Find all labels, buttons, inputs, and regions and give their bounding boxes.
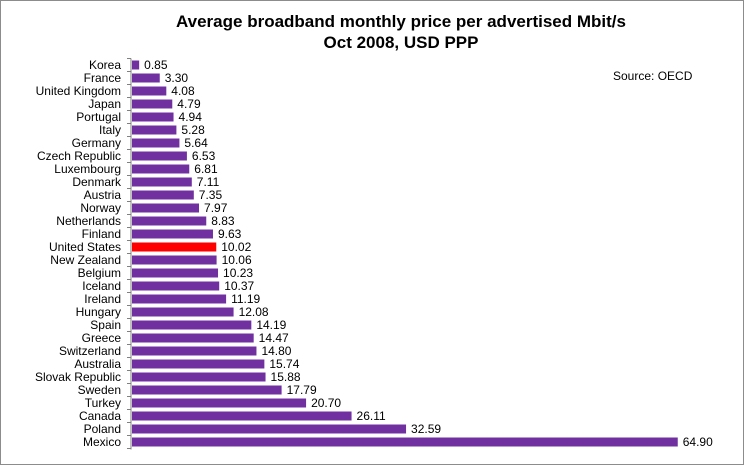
category-label: Spain: [90, 318, 121, 332]
category-label: Canada: [79, 409, 121, 423]
category-label: Japan: [88, 97, 121, 111]
value-label: 26.11: [357, 409, 386, 423]
category-label: Austria: [84, 188, 122, 202]
category-label: New Zealand: [50, 253, 121, 267]
value-label: 10.06: [222, 253, 252, 267]
category-label: Greece: [82, 331, 122, 345]
value-label: 4.79: [177, 97, 201, 111]
value-label: 20.70: [311, 396, 341, 410]
value-label: 4.94: [179, 110, 203, 124]
category-label: Norway: [80, 201, 121, 215]
category-label: Netherlands: [56, 214, 121, 228]
value-label: 11.19: [231, 292, 260, 306]
value-label: 14.47: [259, 331, 289, 345]
bar: [132, 281, 220, 291]
value-label: 6.53: [192, 149, 216, 163]
bar: [132, 203, 200, 213]
category-label: Hungary: [76, 305, 121, 319]
value-label: 3.30: [165, 71, 189, 85]
value-label: 6.81: [194, 162, 218, 176]
bar: [132, 320, 252, 330]
category-label: Iceland: [82, 279, 121, 293]
bar: [132, 73, 160, 83]
value-label: 64.90: [683, 435, 713, 449]
category-label: Denmark: [72, 175, 122, 189]
category-label: Czech Republic: [37, 149, 121, 163]
bar-highlight: [132, 242, 217, 252]
value-label: 7.11: [197, 175, 220, 189]
value-label: 10.02: [221, 240, 251, 254]
category-label: Portugal: [76, 110, 121, 124]
bar: [132, 60, 140, 70]
category-label: United Kingdom: [36, 84, 121, 98]
bar: [132, 346, 257, 356]
value-label: 0.85: [144, 58, 168, 72]
value-label: 9.63: [218, 227, 242, 241]
bar: [132, 151, 187, 161]
category-label: Poland: [84, 422, 121, 436]
category-label: Slovak Republic: [35, 370, 121, 384]
bar: [132, 437, 678, 447]
value-label: 8.83: [211, 214, 235, 228]
bar: [132, 411, 352, 421]
bar: [132, 385, 282, 395]
bar: [132, 398, 307, 408]
bar: [132, 190, 194, 200]
category-label: United States: [49, 240, 121, 254]
value-label: 10.23: [223, 266, 253, 280]
value-label: 7.35: [199, 188, 223, 202]
value-label: 10.37: [224, 279, 254, 293]
value-label: 15.74: [269, 357, 299, 371]
category-label: Ireland: [84, 292, 121, 306]
bar: [132, 229, 213, 239]
bar: [132, 138, 180, 148]
bar: [132, 333, 254, 343]
value-label: 4.08: [171, 84, 195, 98]
category-label: Australia: [74, 357, 121, 371]
bar: [132, 125, 177, 135]
category-label: Switzerland: [59, 344, 121, 358]
bar: [132, 255, 217, 265]
source-note: Source: OECD: [613, 69, 693, 83]
category-label: Finland: [82, 227, 121, 241]
category-label: Mexico: [83, 435, 121, 449]
bar: [132, 268, 219, 278]
category-label: Turkey: [85, 396, 121, 410]
value-label: 5.64: [184, 136, 208, 150]
bar: [132, 294, 227, 304]
category-label: France: [84, 71, 122, 85]
value-label: 12.08: [239, 305, 269, 319]
category-label: Sweden: [78, 383, 121, 397]
bar: [132, 86, 167, 96]
bar: [132, 359, 265, 369]
bar: [132, 372, 266, 382]
category-label: Belgium: [78, 266, 121, 280]
bar: [132, 307, 234, 317]
chart-title: Average broadband monthly price per adve…: [121, 11, 681, 53]
value-label: 7.97: [204, 201, 228, 215]
category-label: Germany: [72, 136, 121, 150]
bar: [132, 99, 173, 109]
category-label: Korea: [89, 58, 121, 72]
bar: [132, 216, 207, 226]
value-label: 17.79: [287, 383, 317, 397]
value-label: 14.19: [256, 318, 286, 332]
category-label: Italy: [99, 123, 121, 137]
bar: [132, 424, 407, 434]
value-label: 32.59: [411, 422, 441, 436]
bar: [132, 164, 190, 174]
value-label: 15.88: [271, 370, 301, 384]
bar: [132, 177, 192, 187]
value-label: 5.28: [181, 123, 205, 137]
bar: [132, 112, 174, 122]
value-label: 14.80: [261, 344, 291, 358]
category-label: Luxembourg: [54, 162, 121, 176]
chart-title-line-2: Oct 2008, USD PPP: [323, 33, 479, 52]
chart-title-line-1: Average broadband monthly price per adve…: [176, 12, 626, 31]
